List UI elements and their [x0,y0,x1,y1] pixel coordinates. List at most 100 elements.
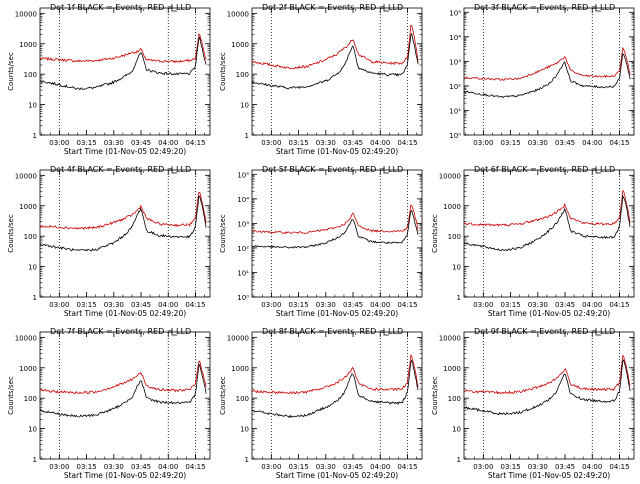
y-tick-label: 10¹ [449,107,461,115]
x-tick-label: 04:15 [397,139,417,147]
x-tick-label: 03:45 [343,301,363,309]
x-tick-label: 04:00 [582,139,602,147]
series-line-lld [39,33,207,64]
y-tick-label: 1 [245,132,249,140]
y-tick-label: 10 [28,102,37,110]
y-tick-label: 10⁴ [237,196,249,204]
x-tick-label: 04:00 [370,139,390,147]
chart-panel-9: Det 9f BLACK = Events, RED = LLD 1 10 100 10… [431,327,635,480]
x-tick-label: 03:45 [131,301,151,309]
x-tick-label: 03:15 [76,301,96,309]
x-tick-label: 03:00 [261,139,281,147]
series-line-lld [39,191,207,231]
x-tick-label: 03:15 [76,139,96,147]
y-axis-label: Counts/sec [7,376,15,415]
series-line-events [39,195,207,252]
x-tick-label: 04:00 [370,463,390,471]
y-tick-label: 10000 [15,334,37,342]
y-tick-label: 10 [240,426,249,434]
x-tick-label: 03:15 [288,139,308,147]
y-tick-label: 10² [237,245,249,253]
y-tick-label: 10⁴ [449,34,461,42]
y-tick-label: 1000 [443,365,461,373]
series-line-events [463,194,631,252]
y-tick-label: 10000 [15,10,37,18]
y-tick-label: 10⁰ [237,294,249,302]
chart-title: Det 3f BLACK = Events, RED = LLD [474,3,615,12]
y-tick-label: 10 [240,102,249,110]
y-tick-label: 100 [448,395,461,403]
series-line-lld [463,189,631,227]
x-tick-label: 03:15 [76,463,96,471]
plot-frame [39,331,211,460]
y-tick-label: 1 [457,456,461,464]
y-axis-label: Counts/sec [219,376,227,415]
x-tick-label: 03:30 [528,463,548,471]
y-tick-label: 10 [28,264,37,272]
x-tick-label: 04:00 [158,463,178,471]
x-tick-label: 03:15 [500,139,520,147]
y-axis-label: Counts/sec [219,52,227,91]
x-axis-label: Start Time (01-Nov-05 02:49:20) [276,147,398,156]
x-tick-label: 03:00 [49,139,69,147]
y-tick-label: 100 [236,71,249,79]
title-bracket-mark [595,4,601,12]
x-tick-label: 03:00 [261,301,281,309]
y-tick-label: 1000 [443,203,461,211]
x-tick-label: 04:15 [609,301,629,309]
series-line-events [463,53,631,99]
x-tick-label: 03:00 [49,463,69,471]
chart-title: Det 2f BLACK = Events, RED = LLD [262,3,403,12]
series-line-lld [463,46,631,81]
x-tick-label: 03:00 [473,463,493,471]
x-tick-label: 04:15 [185,139,205,147]
title-bracket-mark [171,4,177,12]
plot-frame [463,331,635,460]
chart-title: Det 7f BLACK = Events, RED = LLD [50,327,191,336]
series-line-events [251,32,419,90]
chart-panel-4: Det 4f BLACK = Events, RED = LLD 1 10 100 10… [7,165,211,318]
title-bracket-mark [383,4,389,12]
x-tick-label: 03:00 [261,463,281,471]
x-tick-label: 03:15 [288,463,308,471]
x-tick-label: 03:30 [528,139,548,147]
y-tick-label: 10⁰ [449,132,461,140]
plot-frame [251,7,423,136]
x-tick-label: 03:00 [473,301,493,309]
y-tick-label: 1 [33,294,37,302]
x-tick-label: 03:30 [528,301,548,309]
x-tick-label: 03:00 [49,301,69,309]
y-axis-label: Counts/sec [219,214,227,253]
x-tick-label: 04:00 [582,301,602,309]
y-tick-label: 100 [448,233,461,241]
series-line-lld [251,204,419,235]
title-bracket-mark [595,166,601,174]
y-tick-label: 1 [33,132,37,140]
x-tick-label: 03:15 [500,463,520,471]
y-tick-label: 100 [24,233,37,241]
chart-panel-7: Det 7f BLACK = Events, RED = LLD 1 10 100 10… [7,327,211,480]
x-axis-label: Start Time (01-Nov-05 02:49:20) [64,309,186,318]
series-line-lld [463,354,631,395]
x-tick-label: 04:15 [609,139,629,147]
x-tick-label: 04:15 [185,463,205,471]
y-tick-label: 10000 [439,334,461,342]
y-tick-label: 1 [245,456,249,464]
x-tick-label: 03:45 [131,463,151,471]
y-tick-label: 10 [452,426,461,434]
y-tick-label: 10² [449,83,461,91]
x-tick-label: 04:15 [397,463,417,471]
series-line-events [39,363,207,418]
x-tick-label: 03:15 [500,301,520,309]
y-tick-label: 10³ [449,58,461,66]
series-line-events [251,359,419,419]
series-line-events [463,359,631,416]
y-tick-label: 10³ [237,220,249,228]
series-line-events [39,35,207,91]
x-axis-label: Start Time (01-Nov-05 02:49:20) [276,471,398,480]
y-tick-label: 1 [457,294,461,302]
y-tick-label: 10⁵ [237,171,249,179]
chart-panel-1: Det 1f BLACK = Events, RED = LLD 1 10 100 10… [7,3,211,156]
x-tick-label: 03:30 [104,463,124,471]
